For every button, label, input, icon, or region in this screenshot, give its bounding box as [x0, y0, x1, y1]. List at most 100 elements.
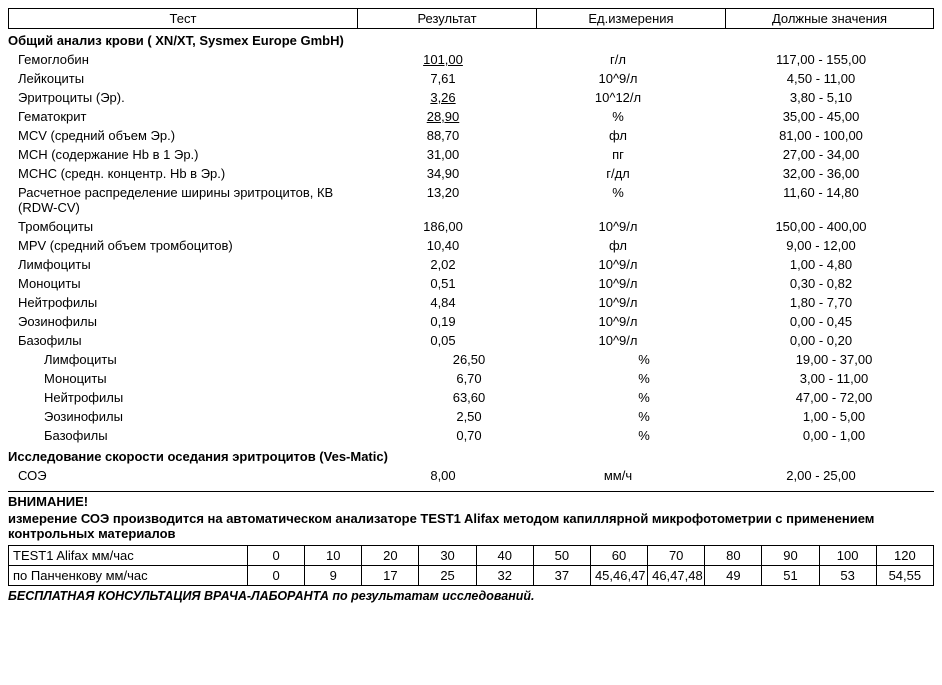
section-1-title: Общий анализ крови ( XN/XT, Sysmex Europ…: [8, 29, 934, 50]
conv-cell: 60: [590, 546, 647, 566]
conv-label: по Панченкову мм/час: [9, 566, 248, 586]
unit: %: [554, 352, 734, 367]
table-row: Лейкоциты7,6110^9/л4,50 - 11,00: [8, 69, 934, 88]
table-row: MCHC (средн. концентр. Hb в Эр.)34,90г/д…: [8, 164, 934, 183]
test-name: Эозинофилы: [8, 314, 358, 329]
col-test: Тест: [9, 9, 358, 29]
conv-cell: 70: [648, 546, 705, 566]
table-row: MCV (средний объем Эр.)88,70фл81,00 - 10…: [8, 126, 934, 145]
header-table: Тест Результат Ед.измерения Должные знач…: [8, 8, 934, 29]
attention-heading: ВНИМАНИЕ!: [8, 494, 934, 509]
conv-cell: 0: [248, 566, 305, 586]
reference-range: 47,00 - 72,00: [734, 390, 934, 405]
table-row: Расчетное распределение ширины эритроцит…: [8, 183, 934, 217]
reference-range: 3,80 - 5,10: [708, 90, 934, 105]
table-row: Базофилы0,70%0,00 - 1,00: [8, 426, 934, 445]
reference-range: 35,00 - 45,00: [708, 109, 934, 124]
test-name: MCV (средний объем Эр.): [8, 128, 358, 143]
reference-range: 81,00 - 100,00: [708, 128, 934, 143]
result-value: 13,20: [358, 185, 528, 200]
reference-range: 4,50 - 11,00: [708, 71, 934, 86]
unit: 10^9/л: [528, 333, 708, 348]
table-row: Тромбоциты186,0010^9/л150,00 - 400,00: [8, 217, 934, 236]
result-value: 2,02: [358, 257, 528, 272]
reference-range: 11,60 - 14,80: [708, 185, 934, 200]
reference-range: 0,00 - 0,45: [708, 314, 934, 329]
reference-range: 32,00 - 36,00: [708, 166, 934, 181]
table-row: Лимфоциты26,50%19,00 - 37,00: [8, 350, 934, 369]
conv-cell: 25: [419, 566, 476, 586]
test-name: Моноциты: [8, 371, 384, 386]
unit: фл: [528, 128, 708, 143]
test-name: Гематокрит: [8, 109, 358, 124]
table-row: Гемоглобин101,00г/л117,00 - 155,00: [8, 50, 934, 69]
test-name: Расчетное распределение ширины эритроцит…: [8, 185, 358, 215]
reference-range: 9,00 - 12,00: [708, 238, 934, 253]
conv-cell: 50: [533, 546, 590, 566]
unit: %: [528, 185, 708, 200]
col-unit: Ед.измерения: [537, 9, 726, 29]
table-row: Моноциты6,70%3,00 - 11,00: [8, 369, 934, 388]
result-value: 0,05: [358, 333, 528, 348]
test-name: Нейтрофилы: [8, 390, 384, 405]
conv-cell: 80: [705, 546, 762, 566]
test-name: Лимфоциты: [8, 257, 358, 272]
result-value: 2,50: [384, 409, 554, 424]
result-value: 7,61: [358, 71, 528, 86]
table-row: MCH (содержание Hb в 1 Эр.)31,00пг27,00 …: [8, 145, 934, 164]
conv-cell: 17: [362, 566, 419, 586]
unit: 10^9/л: [528, 257, 708, 272]
reference-range: 1,80 - 7,70: [708, 295, 934, 310]
conv-cell: 46,47,48: [648, 566, 705, 586]
conv-cell: 49: [705, 566, 762, 586]
table-row: Лимфоциты2,0210^9/л1,00 - 4,80: [8, 255, 934, 274]
test-name: Нейтрофилы: [8, 295, 358, 310]
reference-range: 0,00 - 1,00: [734, 428, 934, 443]
reference-range: 3,00 - 11,00: [734, 371, 934, 386]
test-name: MCHC (средн. концентр. Hb в Эр.): [8, 166, 358, 181]
unit: %: [554, 390, 734, 405]
reference-range: 0,00 - 0,20: [708, 333, 934, 348]
test-name: Базофилы: [8, 428, 384, 443]
reference-range: 150,00 - 400,00: [708, 219, 934, 234]
conv-cell: 9: [305, 566, 362, 586]
result-value: 3,26: [358, 90, 528, 105]
conv-cell: 20: [362, 546, 419, 566]
reference-range: 0,30 - 0,82: [708, 276, 934, 291]
unit: фл: [528, 238, 708, 253]
table-row: Моноциты0,5110^9/л0,30 - 0,82: [8, 274, 934, 293]
unit: 10^9/л: [528, 276, 708, 291]
result-value: 0,70: [384, 428, 554, 443]
reference-range: 2,00 - 25,00: [708, 468, 934, 483]
col-ref: Должные значения: [726, 9, 934, 29]
attention-note: измерение СОЭ производится на автоматиче…: [8, 511, 934, 541]
test-name: Тромбоциты: [8, 219, 358, 234]
test-name: Лимфоциты: [8, 352, 384, 367]
unit: г/л: [528, 52, 708, 67]
test-name: Эритроциты (Эр).: [8, 90, 358, 105]
unit: пг: [528, 147, 708, 162]
unit: 10^12/л: [528, 90, 708, 105]
unit: 10^9/л: [528, 71, 708, 86]
table-row: Нейтрофилы4,8410^9/л1,80 - 7,70: [8, 293, 934, 312]
unit: 10^9/л: [528, 295, 708, 310]
test-name: Моноциты: [8, 276, 358, 291]
test-name: MCH (содержание Hb в 1 Эр.): [8, 147, 358, 162]
unit: г/дл: [528, 166, 708, 181]
result-value: 31,00: [358, 147, 528, 162]
conv-cell: 53: [819, 566, 876, 586]
result-value: 8,00: [358, 468, 528, 483]
conv-cell: 51: [762, 566, 819, 586]
table-row: Эозинофилы0,1910^9/л0,00 - 0,45: [8, 312, 934, 331]
unit: %: [554, 371, 734, 386]
result-value: 6,70: [384, 371, 554, 386]
table-row: Эритроциты (Эр).3,2610^12/л3,80 - 5,10: [8, 88, 934, 107]
result-value: 0,19: [358, 314, 528, 329]
conv-cell: 32: [476, 566, 533, 586]
reference-range: 1,00 - 5,00: [734, 409, 934, 424]
table-row: Эозинофилы2,50%1,00 - 5,00: [8, 407, 934, 426]
table-row: СОЭ8,00мм/ч2,00 - 25,00: [8, 466, 934, 485]
conv-cell: 90: [762, 546, 819, 566]
table-row: Нейтрофилы63,60%47,00 - 72,00: [8, 388, 934, 407]
conv-cell: 10: [305, 546, 362, 566]
